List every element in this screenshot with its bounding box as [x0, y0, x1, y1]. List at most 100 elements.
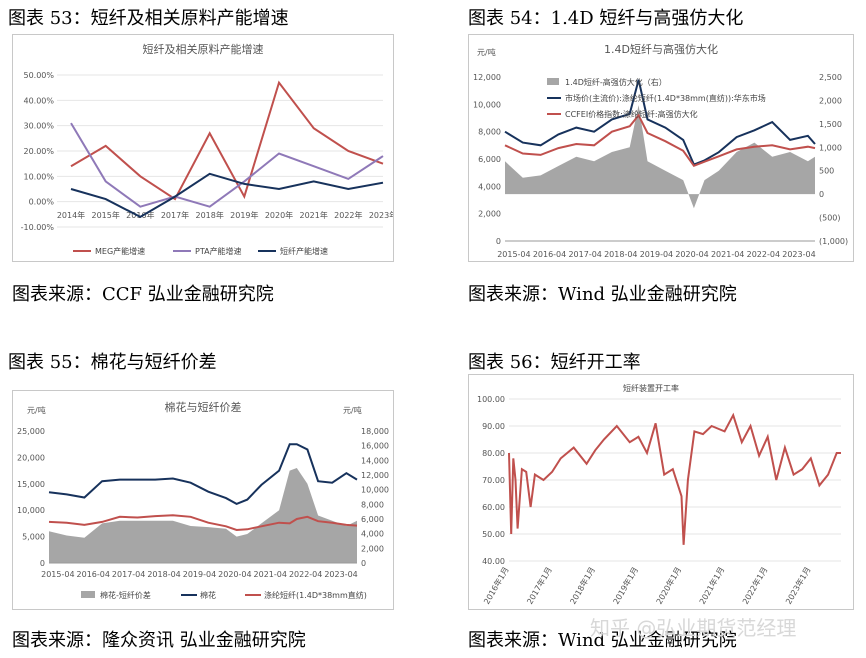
right-tick-label: 2,000	[819, 96, 842, 105]
series-line	[48, 443, 358, 506]
y-tick-label: 50.00	[482, 530, 505, 539]
right-tick-label: 2,500	[819, 73, 842, 82]
chart-panel-capacity-growth: 短纤及相关原料产能增速 50.00% 40.00% 30.00% 20.00% 10.00…	[12, 34, 394, 262]
right-tick-label: 8,000	[361, 500, 384, 509]
x-tick-label: 2017-04	[568, 250, 601, 259]
x-tick-label: 2020年1月	[654, 565, 683, 606]
x-tick-label: 2018年	[195, 210, 223, 220]
right-tick-label: (500)	[819, 214, 841, 223]
right-tick-label: 0	[361, 559, 366, 568]
y-tick-label: -10.00%	[21, 223, 55, 232]
right-tick-label: 0	[819, 190, 824, 199]
fig53-title: 图表 53：短纤及相关原料产能增速	[8, 8, 289, 29]
p55-svg: 棉花与短纤价差 元/吨 元/吨 25,000 20,000 15,000 10,000 5,0…	[17, 400, 389, 600]
left-tick-label: 2,000	[478, 210, 501, 219]
fig55-source: 图表来源：隆众资讯 弘业金融研究院	[12, 630, 306, 651]
x-tick-label: 2016-04	[533, 250, 566, 259]
x-tick-label: 2016年	[126, 210, 154, 220]
watermark: 知乎 @弘业期货范经理	[590, 616, 797, 640]
x-tick-label: 2019年1月	[611, 565, 640, 606]
y-tick-label: 30.00%	[23, 122, 54, 131]
left-tick-label: 20,000	[17, 453, 45, 462]
y-tick-label: 80.00	[482, 449, 505, 458]
legend-swatch	[547, 78, 559, 85]
legend-label: 短纤产能增速	[280, 246, 328, 256]
spread-area	[49, 468, 357, 563]
x-tick-label: 2017年1月	[524, 565, 553, 606]
chart-panel-cotton-fiber-spread: 棉花与短纤价差 元/吨 元/吨 25,000 20,000 15,000 10,000 5,0…	[12, 390, 394, 610]
legend-label: 1.4D短纤-高强仿大化（右）	[565, 77, 667, 87]
right-tick-label: 14,000	[361, 456, 389, 465]
legend-label: 棉花	[200, 590, 216, 600]
fig53-source: 图表来源：CCF 弘业金融研究院	[12, 284, 274, 305]
fig54-source: 图表来源：Wind 弘业金融研究院	[468, 284, 737, 305]
chart-title: 短纤装置开工率	[623, 383, 679, 393]
x-tick-label: 2016-04	[77, 570, 110, 579]
x-tick-label: 2020-04	[218, 570, 251, 579]
chart-panel-staple-fiber-spread: 1.4D短纤与高强仿大化 元/吨 12,000 10,000 8,000 6,000 4,0…	[468, 34, 854, 262]
x-tick-label: 2019-04	[183, 570, 216, 579]
series-line	[70, 122, 384, 208]
spread-area	[505, 105, 815, 209]
right-tick-label: 16,000	[361, 442, 389, 451]
x-tick-label: 2022-04	[747, 250, 780, 259]
y-tick-label: 90.00	[482, 422, 505, 431]
y-tick-label: 40.00%	[23, 96, 54, 105]
right-tick-label: 10,000	[361, 486, 389, 495]
y-tick-label: 50.00%	[23, 71, 54, 80]
series-line	[48, 514, 358, 532]
series-line	[70, 172, 384, 219]
p54-svg: 1.4D短纤与高强仿大化 元/吨 12,000 10,000 8,000 6,000 4,0…	[473, 42, 848, 259]
right-tick-label: 12,000	[361, 471, 389, 480]
x-tick-label: 2021-04	[254, 570, 287, 579]
y-tick-label: 60.00	[482, 503, 505, 512]
chart-title: 短纤及相关原料产能增速	[143, 42, 264, 56]
right-tick-label: 4,000	[361, 530, 384, 539]
series-line	[504, 113, 816, 168]
series-line	[504, 79, 816, 166]
x-tick-label: 2015-04	[497, 250, 530, 259]
right-tick-label: 2,000	[361, 544, 384, 553]
x-tick-label: 2021年1月	[697, 565, 726, 606]
chart-title: 棉花与短纤价差	[165, 400, 242, 414]
left-tick-label: 0	[40, 559, 45, 568]
x-tick-label: 2017-04	[112, 570, 145, 579]
left-tick-label: 5,000	[22, 533, 45, 542]
legend-label: MEG产能增速	[95, 246, 145, 256]
legend-label: 涤纶短纤(1.4D*38mm直纺)	[264, 590, 367, 600]
x-tick-label: 2021-04	[711, 250, 744, 259]
x-tick-label: 2021年	[299, 210, 327, 220]
x-tick-label: 2018-04	[147, 570, 180, 579]
fig55-title: 图表 55：棉花与短纤价差	[8, 352, 217, 373]
x-tick-label: 2015-04	[41, 570, 74, 579]
x-tick-label: 2023-04	[782, 250, 815, 259]
right-tick-label: 18,000	[361, 427, 389, 436]
y-tick-label: 70.00	[482, 476, 505, 485]
left-tick-label: 10,000	[473, 100, 501, 109]
y-axis-unit: 元/吨	[477, 47, 496, 57]
y-tick-label: 0.00%	[29, 198, 55, 207]
left-tick-label: 15,000	[17, 480, 45, 489]
x-tick-label: 2022年1月	[740, 565, 769, 606]
x-tick-label: 2018年1月	[568, 565, 597, 606]
left-tick-label: 12,000	[473, 73, 501, 82]
fig54-title: 图表 54：1.4D 短纤与高强仿大化	[468, 8, 744, 29]
left-tick-label: 6,000	[478, 155, 501, 164]
y-tick-label: 100.00	[477, 395, 505, 404]
left-tick-label: 4,000	[478, 182, 501, 191]
left-axis-unit: 元/吨	[27, 405, 46, 415]
left-tick-label: 25,000	[17, 427, 45, 436]
x-tick-label: 2020年	[265, 210, 293, 220]
legend-label: 棉花-短纤价差	[100, 590, 151, 600]
legend-label: CCFEI价格指数:涤纶短纤:高强仿大化	[565, 109, 698, 119]
p53-svg: 短纤及相关原料产能增速 50.00% 40.00% 30.00% 20.00% 10.00…	[21, 42, 393, 256]
left-tick-label: 0	[496, 237, 501, 246]
x-tick-label: 2019-04	[640, 250, 673, 259]
right-tick-label: (1,000)	[819, 237, 848, 246]
series-line	[70, 80, 384, 201]
right-tick-label: 500	[819, 167, 834, 176]
right-tick-label: 6,000	[361, 515, 384, 524]
right-axis-unit: 元/吨	[343, 405, 362, 415]
series-line	[508, 412, 841, 545]
x-tick-label: 2017年	[161, 210, 189, 220]
